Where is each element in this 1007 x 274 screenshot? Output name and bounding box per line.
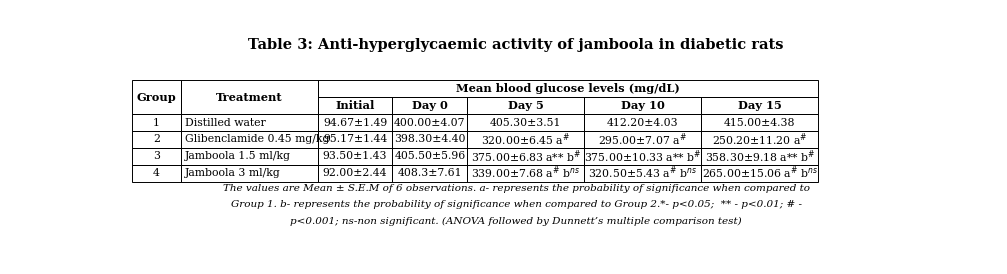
Bar bbox=[701, 114, 819, 131]
Bar bbox=[132, 80, 180, 114]
Bar bbox=[701, 97, 819, 114]
Text: 339.00±7.68 a$^{\#}$ b$^{ns}$: 339.00±7.68 a$^{\#}$ b$^{ns}$ bbox=[471, 165, 580, 181]
Text: 398.30±4.40: 398.30±4.40 bbox=[394, 135, 465, 144]
Text: 408.3±7.61: 408.3±7.61 bbox=[398, 168, 462, 178]
Text: 405.50±5.96: 405.50±5.96 bbox=[394, 151, 465, 161]
Bar bbox=[584, 148, 701, 165]
Bar bbox=[132, 131, 180, 148]
Bar bbox=[180, 131, 318, 148]
Bar bbox=[132, 165, 180, 182]
Bar bbox=[584, 97, 701, 114]
Bar bbox=[132, 148, 180, 165]
Text: 4: 4 bbox=[153, 168, 160, 178]
Bar bbox=[318, 80, 819, 97]
Bar bbox=[318, 165, 393, 182]
Bar bbox=[132, 114, 180, 131]
Text: Glibenclamide 0.45 mg/kg: Glibenclamide 0.45 mg/kg bbox=[185, 135, 329, 144]
Text: Day 10: Day 10 bbox=[621, 100, 665, 111]
Text: Distilled water: Distilled water bbox=[185, 118, 266, 127]
Text: 295.00±7.07 a$^{\#}$: 295.00±7.07 a$^{\#}$ bbox=[598, 131, 688, 148]
Text: 375.00±6.83 a** b$^{\#}$: 375.00±6.83 a** b$^{\#}$ bbox=[470, 148, 581, 165]
Bar bbox=[318, 131, 393, 148]
Bar bbox=[467, 165, 584, 182]
Bar bbox=[584, 131, 701, 148]
Text: The values are Mean ± S.E.M of 6 observations. a- represents the probability of : The values are Mean ± S.E.M of 6 observa… bbox=[223, 184, 810, 193]
Bar bbox=[318, 114, 393, 131]
Bar bbox=[701, 148, 819, 165]
Text: Day 15: Day 15 bbox=[738, 100, 781, 111]
Bar bbox=[180, 80, 318, 114]
Bar bbox=[467, 131, 584, 148]
Text: 400.00±4.07: 400.00±4.07 bbox=[394, 118, 465, 127]
Bar bbox=[701, 131, 819, 148]
Bar bbox=[584, 165, 701, 182]
Text: 265.00±15.06 a$^{\#}$ b$^{ns}$: 265.00±15.06 a$^{\#}$ b$^{ns}$ bbox=[702, 165, 818, 181]
Bar bbox=[393, 97, 467, 114]
Text: 1: 1 bbox=[153, 118, 160, 127]
Text: 358.30±9.18 a** b$^{\#}$: 358.30±9.18 a** b$^{\#}$ bbox=[705, 148, 815, 165]
Text: 320.00±6.45 a$^{\#}$: 320.00±6.45 a$^{\#}$ bbox=[481, 131, 570, 148]
Text: Jamboola 3 ml/kg: Jamboola 3 ml/kg bbox=[185, 168, 281, 178]
Text: Mean blood glucose levels (mg/dL): Mean blood glucose levels (mg/dL) bbox=[456, 83, 680, 94]
Text: 92.00±2.44: 92.00±2.44 bbox=[323, 168, 388, 178]
Text: 95.17±1.44: 95.17±1.44 bbox=[323, 135, 388, 144]
Text: 250.20±11.20 a$^{\#}$: 250.20±11.20 a$^{\#}$ bbox=[712, 131, 808, 148]
Bar bbox=[393, 131, 467, 148]
Bar bbox=[180, 165, 318, 182]
Text: Treatment: Treatment bbox=[215, 92, 283, 103]
Bar bbox=[393, 114, 467, 131]
Bar bbox=[180, 114, 318, 131]
Bar bbox=[318, 97, 393, 114]
Text: 375.00±10.33 a** b$^{\#}$: 375.00±10.33 a** b$^{\#}$ bbox=[584, 148, 702, 165]
Text: Jamboola 1.5 ml/kg: Jamboola 1.5 ml/kg bbox=[185, 151, 291, 161]
Bar bbox=[701, 165, 819, 182]
Text: 2: 2 bbox=[153, 135, 160, 144]
Text: Day 0: Day 0 bbox=[412, 100, 448, 111]
Bar bbox=[467, 114, 584, 131]
Bar bbox=[467, 148, 584, 165]
Text: Group 1. b- represents the probability of significance when compared to Group 2.: Group 1. b- represents the probability o… bbox=[231, 200, 802, 209]
Bar bbox=[318, 148, 393, 165]
Text: 3: 3 bbox=[153, 151, 160, 161]
Bar bbox=[180, 148, 318, 165]
Text: 415.00±4.38: 415.00±4.38 bbox=[724, 118, 796, 127]
Text: 405.30±3.51: 405.30±3.51 bbox=[490, 118, 562, 127]
Text: 320.50±5.43 a$^{\#}$ b$^{ns}$: 320.50±5.43 a$^{\#}$ b$^{ns}$ bbox=[588, 165, 698, 181]
Text: Table 3: Anti-hyperglycaemic activity of jamboola in diabetic rats: Table 3: Anti-hyperglycaemic activity of… bbox=[249, 38, 783, 52]
Text: 412.20±4.03: 412.20±4.03 bbox=[607, 118, 679, 127]
Text: Group: Group bbox=[137, 92, 176, 103]
Text: 93.50±1.43: 93.50±1.43 bbox=[323, 151, 388, 161]
Text: Initial: Initial bbox=[335, 100, 375, 111]
Bar bbox=[393, 165, 467, 182]
Bar bbox=[467, 97, 584, 114]
Bar bbox=[584, 114, 701, 131]
Text: Day 5: Day 5 bbox=[508, 100, 544, 111]
Bar bbox=[393, 148, 467, 165]
Text: 94.67±1.49: 94.67±1.49 bbox=[323, 118, 388, 127]
Text: p<0.001; ns-non significant. (ANOVA followed by Dunnett’s multiple comparison te: p<0.001; ns-non significant. (ANOVA foll… bbox=[290, 217, 742, 226]
